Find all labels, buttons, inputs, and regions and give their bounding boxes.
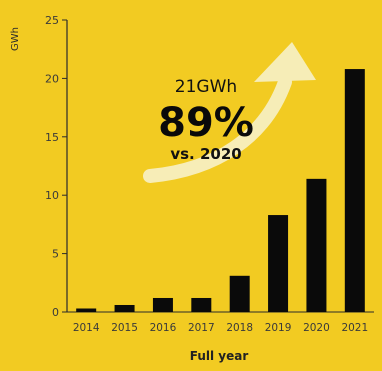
x-tick-label: 2015 — [111, 322, 138, 334]
annotation-bottom-text: vs. 2020 — [170, 145, 241, 163]
bar-2018 — [229, 275, 250, 312]
bar-2019 — [268, 215, 289, 312]
x-tick-label: 2021 — [341, 322, 368, 334]
y-tick-label: 0 — [52, 306, 59, 319]
annotation-big-text: 89% — [158, 100, 254, 146]
bar-2021 — [344, 69, 365, 312]
y-tick-label: 25 — [45, 14, 59, 27]
annotation-top-text: 21GWh — [175, 77, 237, 97]
bar-2015 — [114, 304, 135, 312]
x-tick-label: 2017 — [188, 322, 215, 334]
y-tick-label: 10 — [45, 189, 59, 202]
x-axis-label: Full year — [190, 349, 249, 363]
y-tick-label: 15 — [45, 131, 59, 144]
bar-2017 — [191, 297, 212, 312]
x-tick-label: 2018 — [226, 322, 253, 334]
bar-2014 — [76, 308, 97, 312]
x-tick-label: 2016 — [150, 322, 177, 334]
x-tick-label: 2020 — [303, 322, 330, 334]
y-tick-label: 20 — [45, 72, 59, 85]
x-tick-label: 2019 — [265, 322, 292, 334]
y-ticks: 0 5 10 15 20 25 — [45, 14, 67, 319]
bars — [76, 69, 365, 312]
x-ticks: 2014 2015 2016 2017 2018 2019 2020 2021 — [73, 322, 368, 334]
bar-2016 — [152, 297, 173, 312]
curved-up-arrow-icon — [143, 42, 316, 183]
y-tick-label: 5 — [52, 248, 59, 261]
bar-2020 — [306, 178, 327, 312]
x-tick-label: 2014 — [73, 322, 100, 334]
y-axis-label: GWh — [10, 27, 21, 51]
